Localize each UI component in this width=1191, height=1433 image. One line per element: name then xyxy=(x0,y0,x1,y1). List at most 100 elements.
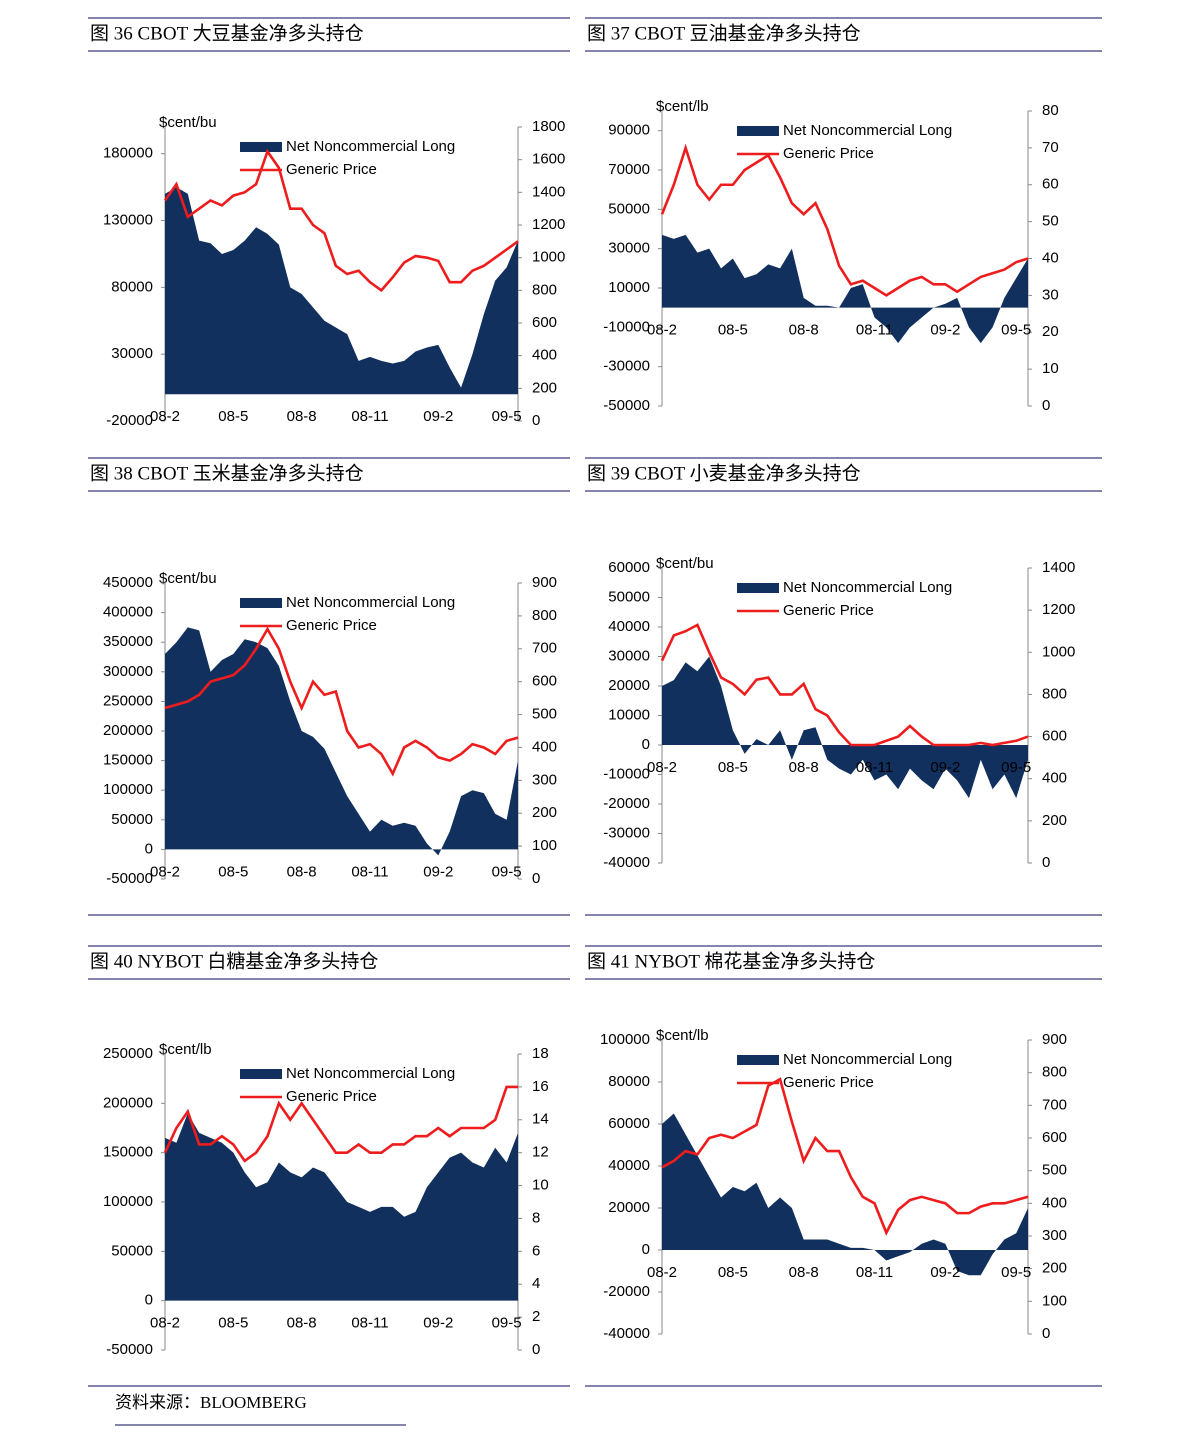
y-tick-label: 30000 xyxy=(608,240,650,257)
y2-tick-label: 500 xyxy=(1042,1162,1067,1179)
position-area xyxy=(662,1113,1028,1276)
y-tick-label: -50000 xyxy=(106,1341,153,1358)
legend-label: Net Noncommercial Long xyxy=(783,1051,952,1068)
position-area xyxy=(165,1113,518,1301)
position-area xyxy=(662,656,1028,799)
x-tick-label: 09-5 xyxy=(1001,1264,1031,1281)
y-tick-label: 180000 xyxy=(103,145,153,162)
y2-tick-label: 800 xyxy=(532,281,557,298)
x-tick-label: 08-8 xyxy=(789,322,819,339)
y2-tick-label: 200 xyxy=(1042,1260,1067,1277)
y2-tick-label: 0 xyxy=(532,1341,540,1358)
unit-label: $cent/bu xyxy=(159,114,217,131)
y-tick-label: 50000 xyxy=(111,1242,153,1259)
x-tick-label: 08-5 xyxy=(218,863,248,880)
unit-label: $cent/bu xyxy=(656,555,714,572)
y2-tick-label: 700 xyxy=(532,640,557,657)
x-tick-label: 08-11 xyxy=(351,863,388,880)
y-tick-label: 90000 xyxy=(608,122,650,139)
y2-tick-label: 300 xyxy=(532,771,557,788)
y-tick-label: 10000 xyxy=(608,279,650,296)
y-tick-label: 70000 xyxy=(608,161,650,178)
legend-label: Net Noncommercial Long xyxy=(783,579,952,596)
y-tick-label: 10000 xyxy=(608,706,650,723)
y2-tick-label: 900 xyxy=(532,574,557,591)
y-tick-label: 40000 xyxy=(608,618,650,635)
y2-tick-label: 0 xyxy=(1042,1325,1050,1342)
y-tick-label: 300000 xyxy=(103,663,153,680)
y2-tick-label: 800 xyxy=(1042,1064,1067,1081)
y2-tick-label: 10 xyxy=(532,1177,549,1194)
x-tick-label: 09-2 xyxy=(930,322,960,339)
y2-tick-label: 700 xyxy=(1042,1096,1067,1113)
y2-tick-label: 1800 xyxy=(532,118,565,135)
price-line xyxy=(660,623,1029,747)
y2-tick-label: 800 xyxy=(1042,685,1067,702)
y2-tick-label: 1200 xyxy=(1042,601,1075,618)
y-tick-label: 40000 xyxy=(608,1157,650,1174)
y-tick-label: 250000 xyxy=(103,692,153,709)
y2-tick-label: 600 xyxy=(1042,728,1067,745)
price-line xyxy=(660,143,1029,297)
y2-tick-label: 600 xyxy=(532,673,557,690)
legend-label: Generic Price xyxy=(783,602,874,619)
y2-tick-label: 200 xyxy=(532,379,557,396)
chart-title: 图 36 CBOT 大豆基金净多头持仓 xyxy=(90,22,364,44)
y2-tick-label: 80 xyxy=(1042,102,1059,119)
y2-tick-label: 600 xyxy=(532,314,557,331)
y-tick-label: -30000 xyxy=(603,824,650,841)
unit-label: $cent/lb xyxy=(159,1041,212,1058)
y-tick-label: 30000 xyxy=(608,647,650,664)
y2-tick-label: 50 xyxy=(1042,213,1059,230)
y-tick-label: 0 xyxy=(642,736,650,753)
price-line xyxy=(163,1085,518,1163)
x-tick-label: 08-11 xyxy=(856,759,893,776)
y-tick-label: 50000 xyxy=(608,588,650,605)
legend-swatch xyxy=(240,142,282,152)
legend-label: Net Noncommercial Long xyxy=(286,594,455,611)
y2-tick-label: 0 xyxy=(532,870,540,887)
y2-tick-label: 10 xyxy=(1042,360,1059,377)
y2-tick-label: 200 xyxy=(532,804,557,821)
y2-tick-label: 300 xyxy=(1042,1227,1067,1244)
y2-tick-label: 900 xyxy=(1042,1031,1067,1048)
y2-tick-label: 600 xyxy=(1042,1129,1067,1146)
x-tick-label: 09-5 xyxy=(492,1315,522,1332)
y-tick-label: 50000 xyxy=(608,200,650,217)
x-tick-label: 08-5 xyxy=(218,1315,248,1332)
y2-tick-label: 400 xyxy=(1042,770,1067,787)
x-tick-label: 08-2 xyxy=(647,1264,677,1281)
source: 资料来源：BLOOMBERG xyxy=(115,1393,307,1412)
x-tick-label: 09-5 xyxy=(492,408,522,425)
y-tick-label: -20000 xyxy=(603,795,650,812)
x-tick-label: 08-11 xyxy=(351,1315,388,1332)
x-tick-label: 08-8 xyxy=(287,1315,317,1332)
y2-tick-label: 40 xyxy=(1042,249,1059,266)
y2-tick-label: 70 xyxy=(1042,139,1059,156)
y2-tick-label: 1400 xyxy=(1042,559,1075,576)
x-tick-label: 08-8 xyxy=(287,863,317,880)
y2-tick-label: 1000 xyxy=(1042,643,1075,660)
y2-tick-label: 1000 xyxy=(532,249,565,266)
y2-tick-label: 20 xyxy=(1042,323,1059,340)
y-tick-label: 50000 xyxy=(111,811,153,828)
y2-tick-label: 500 xyxy=(532,706,557,723)
x-tick-label: 08-11 xyxy=(856,322,893,339)
legend-label: Net Noncommercial Long xyxy=(286,138,455,155)
y-tick-label: 130000 xyxy=(103,212,153,229)
x-tick-label: 08-2 xyxy=(150,1315,180,1332)
x-tick-label: 08-5 xyxy=(218,408,248,425)
y-tick-label: -10000 xyxy=(603,318,650,335)
y-tick-label: 100000 xyxy=(103,1193,153,1210)
position-area xyxy=(165,627,518,856)
y-tick-label: 80000 xyxy=(111,278,153,295)
y-tick-label: 400000 xyxy=(103,604,153,621)
legend-label: Generic Price xyxy=(286,617,377,634)
legend-label: Net Noncommercial Long xyxy=(286,1065,455,1082)
y2-tick-label: 2 xyxy=(532,1308,540,1325)
x-tick-label: 08-2 xyxy=(647,759,677,776)
y-tick-label: 450000 xyxy=(103,574,153,591)
y-tick-label: 0 xyxy=(145,840,153,857)
y2-tick-label: 0 xyxy=(1042,397,1050,414)
x-tick-label: 08-5 xyxy=(718,322,748,339)
